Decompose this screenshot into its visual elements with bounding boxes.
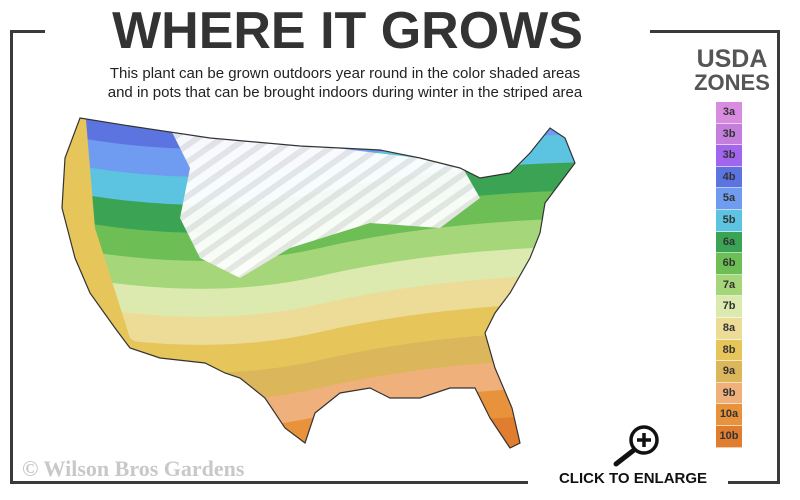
legend-zone-3a: 3a <box>716 102 742 124</box>
legend-zone-7b: 7b <box>716 296 742 318</box>
legend-zone-8a: 8a <box>716 317 742 340</box>
legend-title-line: USDA <box>696 45 768 73</box>
legend-zone-5b: 5b <box>716 209 742 232</box>
legend-zone-6a: 6a <box>716 231 742 254</box>
legend-zone-5a: 5a <box>716 188 742 210</box>
page-title: WHERE IT GROWS <box>112 2 583 60</box>
legend-title: USDA ZONES <box>678 47 786 95</box>
usda-zone-map[interactable] <box>40 108 600 458</box>
legend-zone-4b: 4b <box>716 166 742 189</box>
legend-zone-10a: 10a <box>716 404 742 426</box>
legend-zone-7a: 7a <box>716 274 742 297</box>
frame-gap <box>528 478 728 490</box>
zoom-in-magnifier-icon[interactable] <box>610 424 664 468</box>
click-to-enlarge-button[interactable]: CLICK TO ENLARGE <box>558 470 708 487</box>
legend-zone-9a: 9a <box>716 361 742 383</box>
subtitle-line: and in pots that can be brought indoors … <box>107 84 583 101</box>
legend-zone-8b: 8b <box>716 339 742 362</box>
zone-legend: 3a 3b 3b 4b 5a 5b 6a 6b 7a 7b 8a 8b 9a 9b 10a 10b <box>716 102 742 448</box>
us-outline <box>61 117 576 449</box>
legend-title-line: ZONES <box>694 70 770 95</box>
cold-striped-area <box>170 128 480 278</box>
legend-zone-10b: 10b <box>716 425 742 448</box>
subtitle: This plant can be grown outdoors year ro… <box>40 64 650 102</box>
frame-gap <box>45 24 650 36</box>
subtitle-line: This plant can be grown outdoors year ro… <box>109 65 581 82</box>
zone-band-10b <box>62 414 575 448</box>
legend-zone-9b: 9b <box>716 382 742 405</box>
legend-zone-6b: 6b <box>716 253 742 275</box>
watermark: © Wilson Bros Gardens <box>22 456 245 481</box>
legend-zone-3b: 3b <box>716 123 742 146</box>
legend-zone-3b: 3b <box>716 145 742 167</box>
